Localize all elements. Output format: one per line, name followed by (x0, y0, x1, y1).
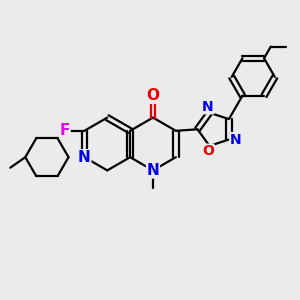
Text: N: N (202, 100, 214, 114)
Text: N: N (78, 150, 91, 165)
Text: F: F (60, 123, 70, 138)
Text: N: N (230, 133, 242, 146)
Text: O: O (202, 144, 214, 158)
Text: N: N (147, 163, 159, 178)
Text: O: O (146, 88, 160, 103)
